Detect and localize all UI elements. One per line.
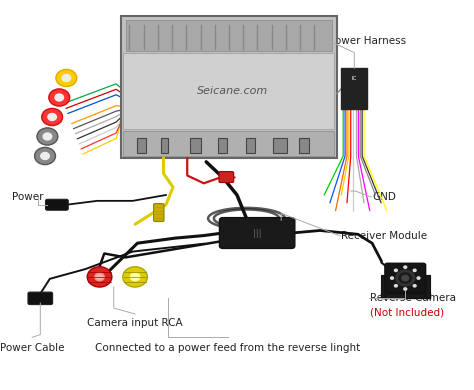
Bar xyxy=(161,138,168,153)
Circle shape xyxy=(49,89,70,106)
Text: GND: GND xyxy=(372,192,396,202)
Circle shape xyxy=(391,277,393,279)
Circle shape xyxy=(55,94,64,101)
Circle shape xyxy=(87,267,112,287)
Text: Seicane.com: Seicane.com xyxy=(197,86,269,96)
Bar xyxy=(218,138,227,153)
Circle shape xyxy=(62,74,71,82)
Bar xyxy=(126,20,332,51)
FancyBboxPatch shape xyxy=(46,199,68,210)
Circle shape xyxy=(95,273,104,281)
Bar xyxy=(123,53,334,129)
Text: Reverse Camera: Reverse Camera xyxy=(370,293,456,303)
Text: Power Cable: Power Cable xyxy=(0,343,64,353)
Text: |||: ||| xyxy=(253,229,262,238)
Text: Power: Power xyxy=(12,192,43,202)
Circle shape xyxy=(404,266,407,268)
FancyBboxPatch shape xyxy=(219,218,295,248)
Circle shape xyxy=(41,152,49,160)
Circle shape xyxy=(394,285,397,287)
Text: Camera input RCA: Camera input RCA xyxy=(87,318,183,328)
Circle shape xyxy=(35,147,55,165)
FancyBboxPatch shape xyxy=(219,172,234,183)
FancyBboxPatch shape xyxy=(28,292,53,305)
Circle shape xyxy=(396,270,415,286)
Circle shape xyxy=(37,128,58,145)
Circle shape xyxy=(42,108,63,126)
Circle shape xyxy=(413,269,416,271)
FancyBboxPatch shape xyxy=(154,204,164,222)
Bar xyxy=(246,138,255,153)
Bar xyxy=(190,138,201,153)
Circle shape xyxy=(402,275,409,281)
Circle shape xyxy=(123,267,147,287)
Circle shape xyxy=(404,288,407,290)
Circle shape xyxy=(394,269,397,271)
Bar xyxy=(121,16,337,158)
Circle shape xyxy=(56,69,77,87)
Bar xyxy=(137,138,146,153)
Bar xyxy=(123,131,334,156)
Bar xyxy=(381,275,385,298)
Circle shape xyxy=(130,273,140,281)
FancyBboxPatch shape xyxy=(385,263,426,292)
Circle shape xyxy=(43,133,52,140)
Circle shape xyxy=(48,113,56,121)
Text: Receiver Module: Receiver Module xyxy=(341,231,428,241)
Bar xyxy=(381,292,430,298)
Circle shape xyxy=(413,285,416,287)
Text: Connected to a power feed from the reverse linght: Connected to a power feed from the rever… xyxy=(95,343,360,353)
Circle shape xyxy=(399,273,411,283)
Bar xyxy=(425,275,430,298)
Text: (Not Included): (Not Included) xyxy=(370,308,444,318)
Bar xyxy=(299,138,309,153)
Circle shape xyxy=(417,277,420,279)
Text: IC: IC xyxy=(352,76,357,81)
Text: Power Harness: Power Harness xyxy=(329,36,407,46)
Bar xyxy=(341,68,367,109)
Bar xyxy=(273,138,287,153)
